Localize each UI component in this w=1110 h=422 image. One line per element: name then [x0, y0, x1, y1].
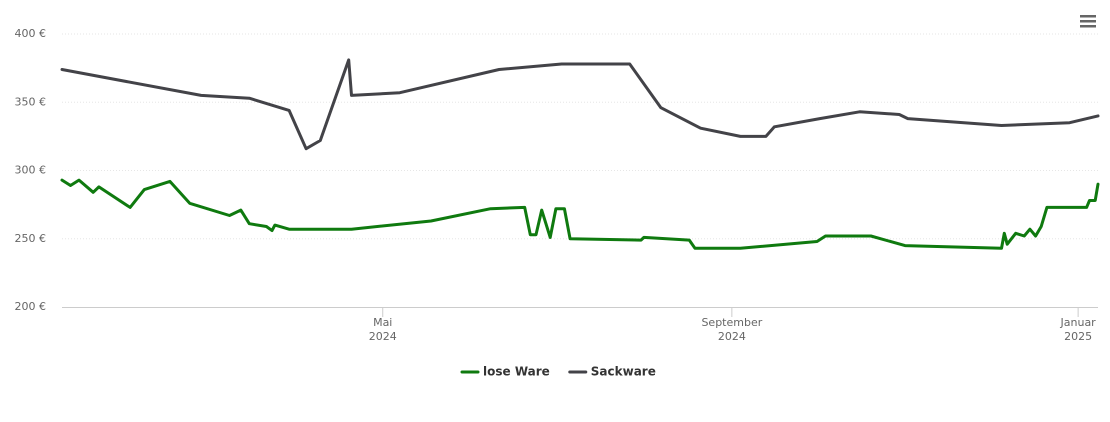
series-line [60, 58, 1100, 151]
x-tick-label: Januar [1060, 316, 1097, 329]
x-tick-label: 2025 [1064, 330, 1092, 343]
x-tick-label: 2024 [718, 330, 746, 343]
legend: lose Ware Sackware [460, 365, 656, 379]
legend-label: lose Ware [483, 365, 550, 379]
y-tick-label: 400 € [15, 27, 47, 40]
y-tick-label: 250 € [15, 232, 47, 245]
y-tick-label: 350 € [15, 95, 47, 108]
legend-label: Sackware [591, 365, 656, 379]
x-tick-label: 2024 [369, 330, 397, 343]
series-line [60, 178, 1100, 250]
menu-icon[interactable] [1080, 15, 1096, 28]
x-tick-label: Mai [373, 316, 392, 329]
y-tick-label: 200 € [15, 300, 47, 313]
y-tick-label: 300 € [15, 164, 47, 177]
legend-item[interactable]: Sackware [568, 365, 656, 379]
legend-item[interactable]: lose Ware [460, 365, 550, 379]
x-tick-label: September [701, 316, 762, 329]
